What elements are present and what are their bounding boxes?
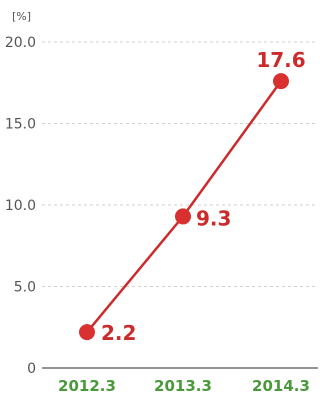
y-tick-label: 10.0 <box>5 198 36 214</box>
y-tick-label: 0 <box>27 361 36 377</box>
grid-lines <box>42 41 318 287</box>
data-point <box>273 73 289 90</box>
x-tick-label: 2012.3 <box>58 377 116 395</box>
data-labels: 2.2 9.3 17.6 <box>101 48 306 345</box>
data-markers <box>79 73 289 341</box>
data-label: 9.3 <box>196 206 231 230</box>
data-label: 17.6 <box>256 48 305 72</box>
y-axis-ticks: 0 5.0 10.0 15.0 20.0 <box>5 35 36 377</box>
y-tick-label: 15.0 <box>5 117 36 133</box>
data-label: 2.2 <box>101 321 136 345</box>
data-point <box>175 208 191 225</box>
x-axis-ticks: 2012.3 2013.3 2014.3 <box>58 377 310 395</box>
y-tick-label: 5.0 <box>14 280 36 296</box>
series-polyline <box>86 80 283 333</box>
x-tick-label: 2013.3 <box>154 377 212 395</box>
data-point <box>79 324 95 341</box>
y-tick-label: 20.0 <box>5 35 36 51</box>
series-line <box>86 80 283 333</box>
x-tick-label: 2014.3 <box>252 377 310 395</box>
y-unit-label: [%] <box>12 10 31 23</box>
